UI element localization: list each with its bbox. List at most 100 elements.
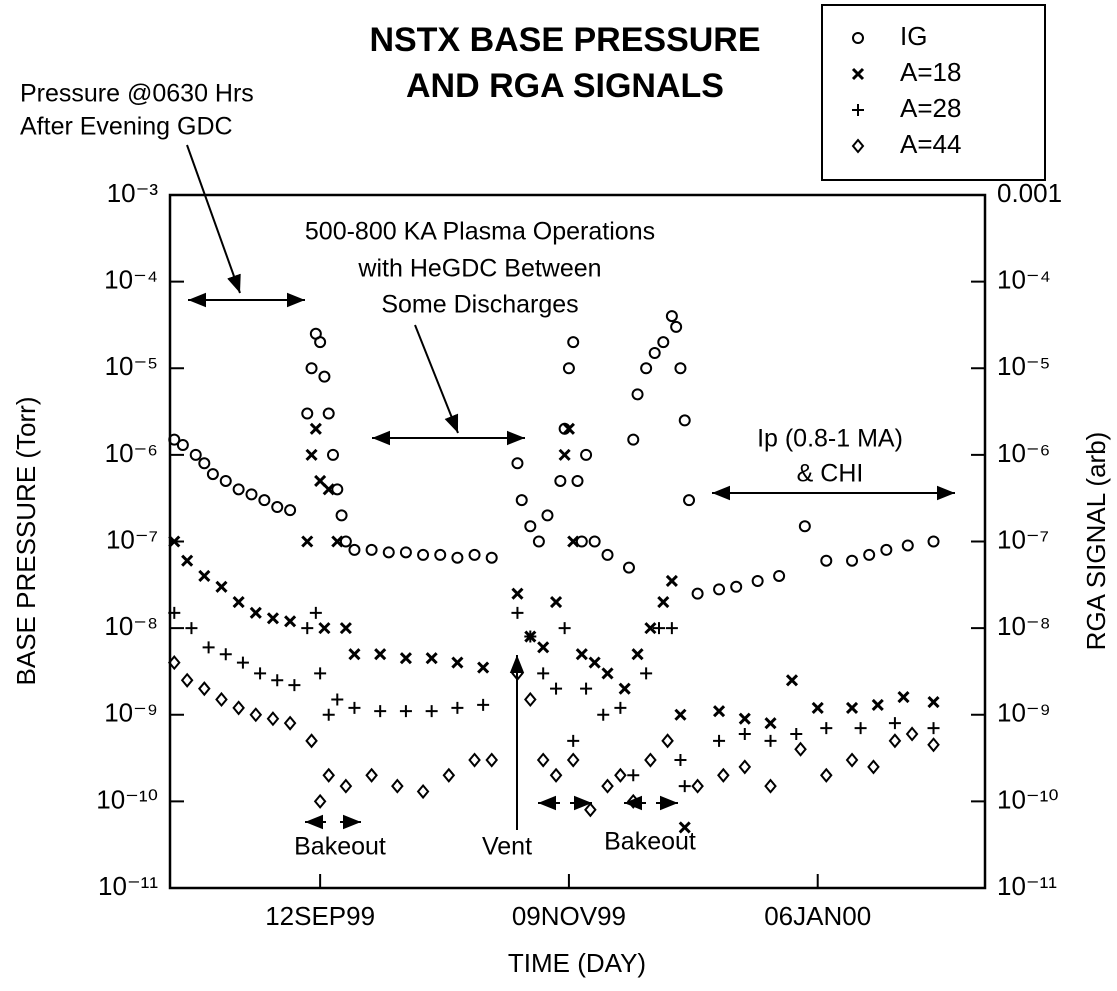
data-point [314,336,327,349]
data-point [901,539,914,552]
data-point [867,759,880,775]
data-point [738,727,751,740]
data-point [562,422,575,435]
data-point [880,543,893,556]
y2-tick-label: 10⁻⁸ [997,611,1051,641]
data-point [468,752,481,768]
data-point [417,548,430,561]
data-point [905,726,919,742]
annotation: Some Discharges [381,291,578,319]
data-point [318,370,331,383]
data-point [845,752,859,768]
data-point [794,741,807,757]
data-point [648,346,661,359]
data-point [622,561,635,574]
data-point [219,648,232,661]
data-point [541,509,554,522]
data-point [571,474,584,487]
data-point [314,474,327,488]
data-point [425,652,438,665]
data-point [665,574,678,588]
data-point [305,733,318,749]
data-point [657,595,670,609]
data-point [288,679,301,692]
data-point [339,622,352,635]
data-point [927,696,940,709]
legend-marker [851,138,865,154]
data-point [532,535,545,548]
legend-marker [852,104,864,116]
data-point [515,494,528,507]
y2-tick-label: 10⁻⁹ [997,698,1051,728]
data-point [653,622,665,635]
data-point [249,707,263,723]
data-point [442,767,456,783]
data-point [670,320,683,333]
y2-axis-label: RGA SIGNAL (arb) [1081,432,1111,651]
data-point [562,362,575,375]
data-point [537,641,550,654]
data-point [575,648,588,661]
annotation: with HeGDC Between [357,255,601,283]
data-point [249,606,262,619]
y2-tick-label: 10⁻¹¹ [997,871,1057,901]
data-point [331,535,344,548]
y2-tick-label: 10⁻⁶ [997,438,1050,468]
data-point [584,802,597,818]
data-point [764,778,777,794]
data-point [601,778,614,794]
data-point [477,661,490,674]
data-point [580,682,593,695]
data-point [614,767,627,783]
data-point [713,734,726,747]
data-point [374,648,387,661]
data-point [322,483,335,496]
data-point [640,667,653,680]
data-point [254,667,267,680]
y-tick-label: 10⁻¹¹ [98,871,158,901]
data-point [764,717,777,730]
y-tick-label: 10⁻⁵ [105,351,158,381]
data-point [266,612,280,625]
data-point [558,448,571,461]
data-point [665,622,678,635]
data-point [567,734,580,747]
data-point [309,606,322,619]
data-point [245,488,258,501]
data-point [558,622,571,635]
data-point [524,630,537,643]
data-point [536,752,550,768]
data-point [485,551,498,564]
data-point [425,705,438,718]
annotation: Pressure @0630 Hrs [20,80,254,108]
data-point [644,622,657,635]
data-point [712,705,726,718]
data-point [348,543,361,556]
data-point [189,448,202,461]
data-point [691,587,704,600]
data-point [451,656,464,669]
data-point [644,752,657,768]
data-point [168,433,181,446]
data-point [198,569,211,583]
data-point [897,691,910,704]
data-point [451,701,464,714]
data-point [374,705,387,718]
data-point [511,665,524,681]
data-point [567,336,580,349]
data-point [313,793,327,809]
data-point [335,509,348,522]
data-point [331,693,344,706]
data-point [588,535,601,548]
legend-box [821,4,1046,181]
data-point [537,667,550,680]
data-point [322,708,335,721]
data-point [301,407,314,420]
data-point [927,722,940,735]
data-point [575,535,588,548]
data-point [683,494,696,507]
legend-label: A=44 [900,129,961,159]
data-point [283,715,297,731]
annotation: & CHI [797,460,864,488]
data-point [485,752,499,768]
